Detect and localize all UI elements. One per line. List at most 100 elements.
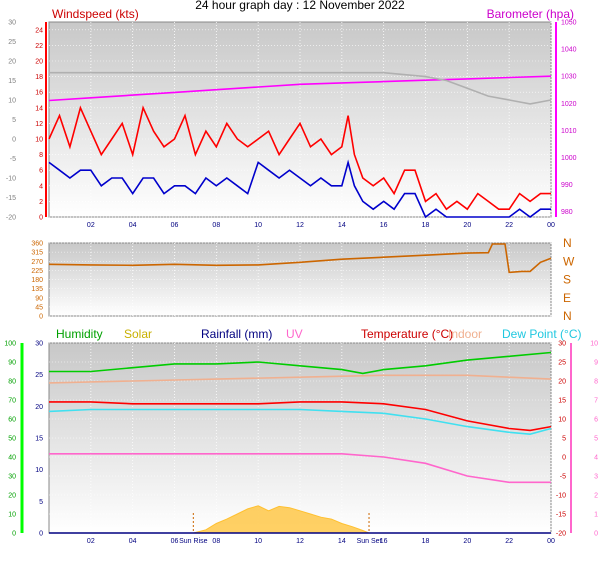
humidity-tick: 100 bbox=[4, 341, 16, 348]
baro-tick: 1030 bbox=[561, 74, 577, 81]
x-tick-label: 04 bbox=[129, 222, 137, 229]
outer-tick: 5 bbox=[12, 117, 16, 124]
series-line-3-0 bbox=[49, 351, 552, 375]
x-tick-label: 16 bbox=[380, 222, 388, 229]
series-line-0 bbox=[48, 105, 551, 211]
humidity-tick: 80 bbox=[8, 379, 16, 386]
x-tick-label: 14 bbox=[338, 538, 346, 545]
baro-tick: 990 bbox=[561, 182, 573, 189]
x-tick-label: 20 bbox=[463, 538, 471, 545]
x-tick-label: 16 bbox=[380, 538, 388, 545]
outer-tick: 30 bbox=[8, 20, 16, 27]
legend-solar: Solar bbox=[124, 327, 152, 341]
sun-rise-label: Sun Rise bbox=[179, 538, 208, 545]
series-line-2 bbox=[48, 75, 552, 102]
x-tick-label: 00 bbox=[547, 222, 555, 229]
temp-tick: -5 bbox=[560, 474, 566, 481]
x-tick-label: 08 bbox=[212, 538, 220, 545]
outer-tick: -5 bbox=[10, 156, 16, 163]
uv-tick: 1 bbox=[594, 512, 598, 519]
temp-tick: 20 bbox=[558, 379, 566, 386]
wind-tick: 16 bbox=[35, 90, 43, 97]
legend-indoor: Indoor bbox=[448, 327, 482, 341]
temp-tick: -10 bbox=[556, 493, 566, 500]
wind-tick: 8 bbox=[39, 152, 43, 159]
wind-tick: 4 bbox=[39, 183, 43, 190]
humidity-tick: 30 bbox=[8, 474, 16, 481]
solar-tick: 15 bbox=[35, 436, 43, 443]
x-tick-label: 02 bbox=[87, 222, 95, 229]
uv-tick: 7 bbox=[594, 398, 598, 405]
humidity-tick: 20 bbox=[8, 493, 16, 500]
wind-tick: 2 bbox=[39, 199, 43, 206]
x-tick-label: 12 bbox=[296, 538, 304, 545]
solar-tick: 10 bbox=[35, 467, 43, 474]
baro-tick: 1010 bbox=[561, 128, 577, 135]
solar-tick: 30 bbox=[35, 341, 43, 348]
baro-tick: 980 bbox=[561, 209, 573, 216]
wind-tick: 24 bbox=[35, 27, 43, 34]
humidity-tick: 70 bbox=[8, 398, 16, 405]
windspeed-label: Windspeed (kts) bbox=[52, 7, 139, 21]
temp-tick: 30 bbox=[558, 341, 566, 348]
uv-tick: 10 bbox=[590, 341, 598, 348]
uv-tick: 6 bbox=[594, 417, 598, 424]
uv-tick: 0 bbox=[594, 531, 598, 538]
legend-rainfall: Rainfall (mm) bbox=[201, 327, 272, 341]
humidity-tick: 10 bbox=[8, 512, 16, 519]
direction-line bbox=[48, 243, 552, 274]
wind-tick: 0 bbox=[39, 215, 43, 222]
uv-tick: 9 bbox=[594, 360, 598, 367]
x-tick-label: 02 bbox=[87, 538, 95, 545]
uv-tick: 3 bbox=[594, 474, 598, 481]
dir-tick: 225 bbox=[31, 268, 43, 275]
x-tick-label: 18 bbox=[422, 222, 430, 229]
series-line-3 bbox=[49, 71, 552, 105]
outer-tick: -10 bbox=[6, 176, 16, 183]
uv-tick: 5 bbox=[594, 436, 598, 443]
wind-tick: 22 bbox=[35, 43, 43, 50]
x-tick-label: 10 bbox=[254, 222, 262, 229]
dir-tick: 45 bbox=[35, 304, 43, 311]
compass-tick: E bbox=[563, 291, 571, 305]
baro-tick: 1020 bbox=[561, 101, 577, 108]
humidity-tick: 90 bbox=[8, 360, 16, 367]
uv-tick: 4 bbox=[594, 455, 598, 462]
compass-tick: S bbox=[563, 273, 571, 287]
x-tick-label: 20 bbox=[463, 222, 471, 229]
humidity-tick: 0 bbox=[12, 531, 16, 538]
series-line-1 bbox=[48, 159, 551, 219]
temp-tick: -20 bbox=[556, 531, 566, 538]
outer-tick: -20 bbox=[6, 215, 16, 222]
temp-tick: 25 bbox=[558, 360, 566, 367]
legend-humidity: Humidity bbox=[56, 327, 103, 341]
solar-tick: 5 bbox=[39, 499, 43, 506]
outer-tick: 25 bbox=[8, 39, 16, 46]
wind-tick: 14 bbox=[35, 105, 43, 112]
series-line-3-4 bbox=[49, 452, 551, 484]
legend-dewpoint: Dew Point (°C) bbox=[502, 327, 581, 341]
series-line-3-2 bbox=[49, 401, 552, 432]
outer-tick: 20 bbox=[8, 59, 16, 66]
x-tick-label: 10 bbox=[254, 538, 262, 545]
temp-tick: 5 bbox=[562, 436, 566, 443]
x-tick-label: 18 bbox=[422, 538, 430, 545]
compass-tick: N bbox=[563, 236, 572, 250]
dir-tick: 360 bbox=[31, 241, 43, 248]
x-tick-label: 14 bbox=[338, 222, 346, 229]
temp-tick: -15 bbox=[556, 512, 566, 519]
legend-temperature: Temperature (°C) bbox=[361, 327, 453, 341]
series-line-3-3 bbox=[48, 408, 552, 436]
outer-tick: 0 bbox=[12, 137, 16, 144]
compass-tick: N bbox=[563, 309, 572, 323]
dir-tick: 135 bbox=[31, 286, 43, 293]
baro-tick: 1000 bbox=[561, 155, 577, 162]
chart-title: 24 hour graph day : 12 November 2022 bbox=[195, 0, 405, 12]
solar-tick: 0 bbox=[39, 531, 43, 538]
legend-uv: UV bbox=[286, 327, 303, 341]
dir-tick: 90 bbox=[35, 295, 43, 302]
temp-tick: 10 bbox=[558, 417, 566, 424]
baro-tick: 1050 bbox=[561, 20, 577, 27]
barometer-label: Barometer (hpa) bbox=[487, 7, 574, 21]
